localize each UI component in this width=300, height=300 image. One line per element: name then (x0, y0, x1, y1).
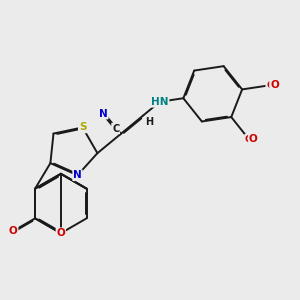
Text: N: N (73, 170, 82, 180)
Text: N: N (99, 109, 108, 118)
Text: HN: HN (151, 97, 169, 107)
Text: O: O (266, 81, 274, 90)
Text: C: C (112, 124, 119, 134)
Text: O: O (249, 134, 258, 144)
Text: O: O (56, 228, 65, 238)
Text: O: O (9, 226, 18, 236)
Text: H: H (145, 117, 153, 127)
Text: O: O (245, 135, 253, 144)
Text: O: O (270, 80, 279, 90)
Text: S: S (79, 122, 86, 132)
